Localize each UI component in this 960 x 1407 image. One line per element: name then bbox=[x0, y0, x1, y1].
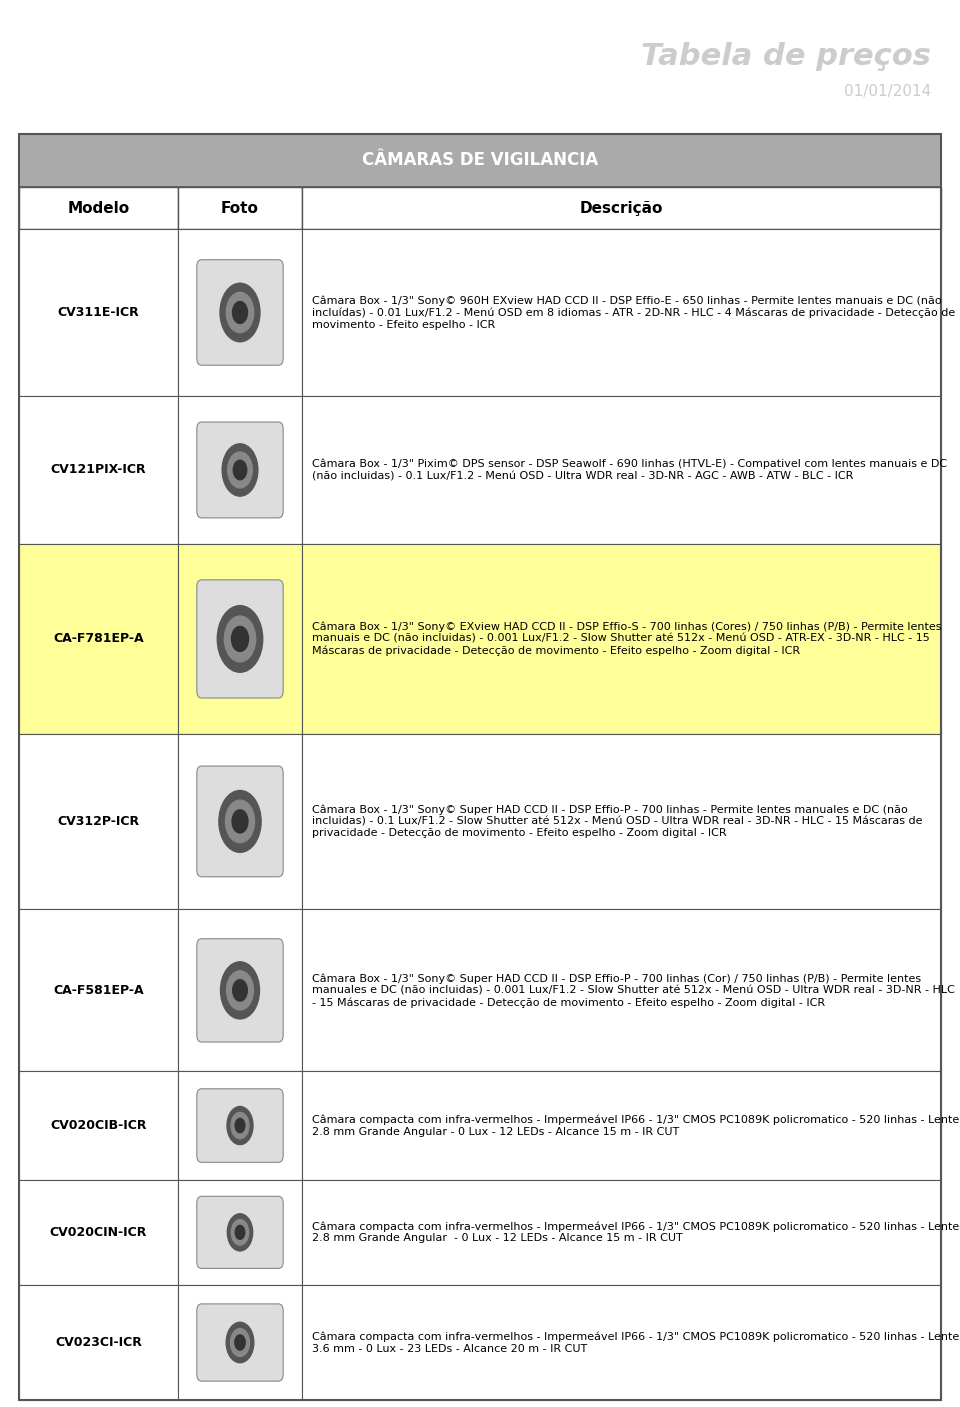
Text: Câmara compacta com infra-vermelhos - Impermeável IP66 - 1/3" CMOS PC1089K polic: Câmara compacta com infra-vermelhos - Im… bbox=[312, 1331, 959, 1354]
FancyBboxPatch shape bbox=[19, 733, 178, 909]
Text: CV020CIB-ICR: CV020CIB-ICR bbox=[50, 1119, 147, 1133]
Circle shape bbox=[226, 801, 254, 843]
FancyBboxPatch shape bbox=[302, 1285, 941, 1400]
FancyBboxPatch shape bbox=[19, 1072, 178, 1179]
Circle shape bbox=[227, 293, 253, 332]
Text: CA-F781EP-A: CA-F781EP-A bbox=[53, 632, 144, 646]
Circle shape bbox=[235, 1335, 245, 1351]
Text: CV311E-ICR: CV311E-ICR bbox=[58, 305, 139, 319]
Text: CÂMARAS DE VIGILANCIA: CÂMARAS DE VIGILANCIA bbox=[362, 152, 598, 169]
FancyBboxPatch shape bbox=[178, 229, 302, 395]
FancyBboxPatch shape bbox=[19, 395, 178, 545]
Circle shape bbox=[228, 1214, 252, 1251]
Text: 01/01/2014: 01/01/2014 bbox=[844, 84, 931, 100]
Circle shape bbox=[220, 283, 260, 342]
FancyBboxPatch shape bbox=[178, 909, 302, 1072]
Circle shape bbox=[228, 452, 252, 488]
FancyBboxPatch shape bbox=[197, 765, 283, 877]
Circle shape bbox=[231, 626, 249, 651]
FancyBboxPatch shape bbox=[197, 1196, 283, 1268]
FancyBboxPatch shape bbox=[178, 1285, 302, 1400]
Text: CA-F581EP-A: CA-F581EP-A bbox=[53, 983, 144, 998]
FancyBboxPatch shape bbox=[178, 187, 302, 229]
Circle shape bbox=[227, 971, 253, 1010]
FancyBboxPatch shape bbox=[302, 909, 941, 1072]
FancyBboxPatch shape bbox=[302, 733, 941, 909]
FancyBboxPatch shape bbox=[197, 1089, 283, 1162]
FancyBboxPatch shape bbox=[302, 545, 941, 733]
Circle shape bbox=[225, 616, 255, 661]
FancyBboxPatch shape bbox=[19, 187, 178, 229]
Circle shape bbox=[230, 1328, 250, 1356]
Text: Foto: Foto bbox=[221, 201, 259, 215]
Circle shape bbox=[231, 1113, 249, 1138]
FancyBboxPatch shape bbox=[178, 395, 302, 545]
FancyBboxPatch shape bbox=[178, 733, 302, 909]
Circle shape bbox=[232, 810, 248, 833]
FancyBboxPatch shape bbox=[302, 229, 941, 395]
Text: Câmara compacta com infra-vermelhos - Impermeável IP66 - 1/3" CMOS PC1089K polic: Câmara compacta com infra-vermelhos - Im… bbox=[312, 1114, 959, 1137]
FancyBboxPatch shape bbox=[19, 545, 178, 733]
FancyBboxPatch shape bbox=[19, 134, 941, 187]
Circle shape bbox=[232, 301, 248, 324]
FancyBboxPatch shape bbox=[178, 1179, 302, 1285]
FancyBboxPatch shape bbox=[302, 395, 941, 545]
Circle shape bbox=[231, 1220, 249, 1245]
Text: Câmara Box - 1/3" Sony© Super HAD CCD II - DSP Effio-P - 700 linhas - Permite le: Câmara Box - 1/3" Sony© Super HAD CCD II… bbox=[312, 805, 923, 839]
FancyBboxPatch shape bbox=[19, 909, 178, 1072]
FancyBboxPatch shape bbox=[19, 1179, 178, 1285]
Text: CV020CIN-ICR: CV020CIN-ICR bbox=[50, 1225, 147, 1238]
Text: CV023CI-ICR: CV023CI-ICR bbox=[55, 1337, 142, 1349]
FancyBboxPatch shape bbox=[19, 1285, 178, 1400]
Text: Câmara Box - 1/3" Sony© EXview HAD CCD II - DSP Effio-S - 700 linhas (Cores) / 7: Câmara Box - 1/3" Sony© EXview HAD CCD I… bbox=[312, 622, 942, 656]
FancyBboxPatch shape bbox=[197, 422, 283, 518]
FancyBboxPatch shape bbox=[302, 187, 941, 229]
Circle shape bbox=[222, 443, 258, 497]
Text: Câmara compacta com infra-vermelhos - Impermeável IP66 - 1/3" CMOS PC1089K polic: Câmara compacta com infra-vermelhos - Im… bbox=[312, 1221, 959, 1244]
Circle shape bbox=[221, 962, 259, 1019]
Text: Câmara Box - 1/3" Sony© Super HAD CCD II - DSP Effio-P - 700 linhas (Cor) / 750 : Câmara Box - 1/3" Sony© Super HAD CCD II… bbox=[312, 974, 955, 1007]
Circle shape bbox=[233, 460, 247, 480]
Text: Câmara Box - 1/3" Pixim© DPS sensor - DSP Seawolf - 690 linhas (HTVL-E) - Compat: Câmara Box - 1/3" Pixim© DPS sensor - DS… bbox=[312, 459, 948, 481]
FancyBboxPatch shape bbox=[197, 260, 283, 366]
Text: CV312P-ICR: CV312P-ICR bbox=[58, 815, 139, 827]
Text: Modelo: Modelo bbox=[67, 201, 130, 215]
Circle shape bbox=[219, 791, 261, 853]
Text: Descrição: Descrição bbox=[580, 201, 663, 215]
FancyBboxPatch shape bbox=[302, 1072, 941, 1179]
Text: Câmara Box - 1/3" Sony© 960H EXview HAD CCD II - DSP Effio-E - 650 linhas - Perm: Câmara Box - 1/3" Sony© 960H EXview HAD … bbox=[312, 295, 955, 329]
FancyBboxPatch shape bbox=[197, 580, 283, 698]
FancyBboxPatch shape bbox=[19, 229, 178, 395]
FancyBboxPatch shape bbox=[178, 545, 302, 733]
Circle shape bbox=[232, 979, 248, 1002]
Circle shape bbox=[235, 1225, 245, 1240]
FancyBboxPatch shape bbox=[197, 1304, 283, 1382]
FancyBboxPatch shape bbox=[178, 1072, 302, 1179]
FancyBboxPatch shape bbox=[197, 938, 283, 1043]
FancyBboxPatch shape bbox=[302, 1179, 941, 1285]
Circle shape bbox=[217, 605, 263, 673]
Text: Tabela de preços: Tabela de preços bbox=[641, 42, 931, 72]
Circle shape bbox=[227, 1323, 253, 1363]
Text: CV121PIX-ICR: CV121PIX-ICR bbox=[51, 463, 146, 477]
Circle shape bbox=[235, 1119, 245, 1133]
Circle shape bbox=[227, 1106, 253, 1144]
